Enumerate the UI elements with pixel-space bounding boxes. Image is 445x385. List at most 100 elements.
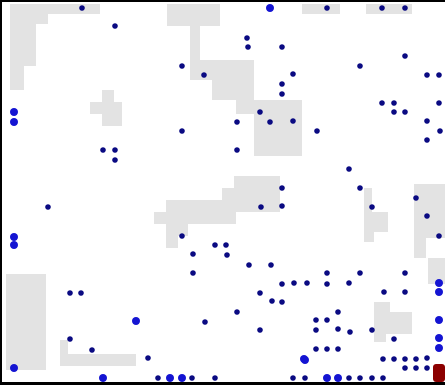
agent-dot [190, 251, 196, 257]
obstacle-region [90, 90, 122, 126]
agent-dot [78, 290, 84, 296]
agent-dot [258, 204, 264, 210]
agent-dot [346, 375, 352, 381]
agent-dot [436, 233, 442, 239]
agent-dot [402, 270, 408, 276]
agent-dot [112, 157, 118, 163]
agent-dot [234, 119, 240, 125]
agent-dot [279, 203, 285, 209]
agent-dot [313, 327, 319, 333]
agent-dot [357, 270, 363, 276]
agent-dot [179, 233, 185, 239]
agent-dot [357, 63, 363, 69]
obstacle-region [366, 4, 412, 14]
agent-dot-large [334, 374, 342, 382]
agent-dot [179, 128, 185, 134]
agent-dot [335, 346, 341, 352]
agent-dot [424, 355, 430, 361]
agent-dot [436, 72, 442, 78]
agent-dot [291, 280, 297, 286]
agent-dot [379, 5, 385, 11]
agent-dot [402, 365, 408, 371]
agent-dot [245, 44, 251, 50]
agent-dot [257, 290, 263, 296]
agent-dot [67, 336, 73, 342]
obstacle-region [428, 258, 445, 284]
agent-dot [436, 100, 442, 106]
agent-dot [212, 242, 218, 248]
agent-dot [413, 356, 419, 362]
agent-dot [369, 375, 375, 381]
agent-dot [391, 109, 397, 115]
agent-dot [402, 356, 408, 362]
agent-dot [424, 118, 430, 124]
agent-dot [381, 289, 387, 295]
agent-dot [67, 290, 73, 296]
agent-dot [335, 326, 341, 332]
agent-dot-large [178, 374, 186, 382]
obstacle-layer [6, 4, 445, 370]
agent-dot [357, 375, 363, 381]
agent-dot [45, 204, 51, 210]
agent-dot [246, 262, 252, 268]
obstacle-region [374, 302, 412, 342]
agent-dot [290, 71, 296, 77]
agent-dot-large [301, 356, 309, 364]
agent-dot [279, 44, 285, 50]
goal-marker [433, 364, 445, 382]
agent-dot [279, 91, 285, 97]
agent-dot [155, 375, 161, 381]
agent-dot-large [99, 374, 107, 382]
agent-dot [413, 365, 419, 371]
agent-dot [413, 195, 419, 201]
agent-dot [279, 81, 285, 87]
agent-dot [402, 289, 408, 295]
agent-dot [402, 5, 408, 11]
agent-dot [313, 346, 319, 352]
obstacle-region [414, 184, 445, 258]
agent-dot [244, 35, 250, 41]
obstacle-region [302, 4, 340, 14]
agent-dot [424, 213, 430, 219]
obstacle-region [167, 4, 302, 156]
goal-layer [433, 364, 445, 382]
agent-dot-large [10, 118, 18, 126]
agent-dot [402, 109, 408, 115]
agent-dot [357, 185, 363, 191]
agent-dot [145, 355, 151, 361]
obstacle-region [364, 188, 388, 242]
agent-dot [279, 299, 285, 305]
agent-dot [369, 327, 375, 333]
agent-dot [179, 63, 185, 69]
agent-dot [313, 317, 319, 323]
agent-dot [335, 309, 341, 315]
obstacle-region [6, 274, 46, 370]
agent-dot [380, 356, 386, 362]
obstacle-region [154, 176, 280, 248]
agent-dot-large [435, 316, 443, 324]
agent-dot [190, 270, 196, 276]
agent-dot [304, 280, 310, 286]
agent-dot [201, 72, 207, 78]
agent-dot [202, 319, 208, 325]
agent-dot [324, 346, 330, 352]
agent-dot [112, 23, 118, 29]
agent-dot [290, 375, 296, 381]
agent-dot-large [266, 4, 274, 12]
agent-dot [324, 317, 330, 323]
agent-dot [269, 298, 275, 304]
agent-dot [424, 72, 430, 78]
agent-dot [212, 375, 218, 381]
agent-dot [391, 100, 397, 106]
agent-dot-large [10, 233, 18, 241]
agent-dot [79, 5, 85, 11]
agent-dot-large [166, 374, 174, 382]
agent-dot-large [435, 288, 443, 296]
agent-layer [10, 4, 443, 382]
obstacle-region [10, 4, 100, 90]
agent-dot [346, 166, 352, 172]
agent-dot [391, 336, 397, 342]
agent-dot [424, 137, 430, 143]
